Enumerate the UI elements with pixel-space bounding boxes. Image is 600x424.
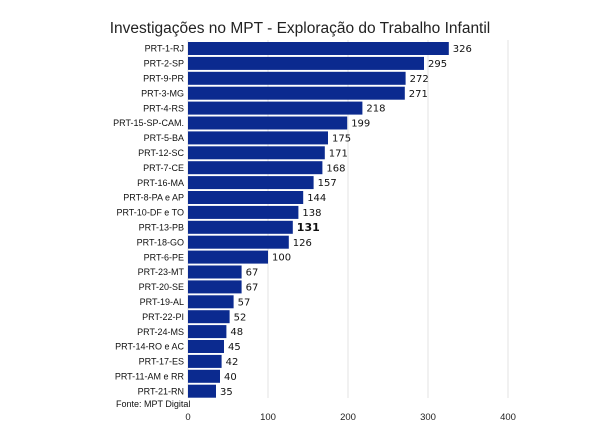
x-tick-label: 400 xyxy=(500,412,516,423)
category-label: PRT-24-MS xyxy=(137,327,184,337)
bar xyxy=(188,86,405,100)
bar xyxy=(188,131,328,145)
bar xyxy=(188,310,230,324)
bar xyxy=(188,354,222,368)
category-label: PRT-1-RJ xyxy=(145,44,184,54)
bar xyxy=(188,340,224,353)
category-label: PRT-22-PI xyxy=(142,312,184,322)
data-label: 171 xyxy=(329,148,348,159)
bar xyxy=(188,220,293,234)
data-label: 295 xyxy=(428,59,447,70)
data-label: 100 xyxy=(272,253,291,264)
bar xyxy=(188,205,299,219)
data-label: 157 xyxy=(318,178,337,189)
bar xyxy=(188,191,304,204)
bar xyxy=(188,369,220,383)
data-label: 218 xyxy=(366,104,385,115)
data-label: 57 xyxy=(238,297,251,308)
data-label: 35 xyxy=(220,387,233,398)
x-tick-label: 300 xyxy=(420,412,436,423)
data-label: 272 xyxy=(410,74,429,85)
data-label: 138 xyxy=(302,208,321,219)
grid-lines xyxy=(187,40,509,398)
data-label: 175 xyxy=(332,134,351,145)
bar xyxy=(188,235,289,249)
data-label: 271 xyxy=(409,89,428,100)
bar xyxy=(188,265,242,279)
data-label: 67 xyxy=(246,283,259,294)
bar xyxy=(188,250,268,264)
x-tick-label: 100 xyxy=(260,412,276,423)
category-label: PRT-21-RN xyxy=(138,386,184,396)
bar xyxy=(188,101,363,115)
bar xyxy=(188,146,325,160)
data-label: 199 xyxy=(351,119,370,130)
category-label: PRT-16-MA xyxy=(137,178,184,188)
data-label: 67 xyxy=(246,268,259,279)
data-label: 144 xyxy=(307,193,326,204)
data-label: 52 xyxy=(234,312,247,323)
bar xyxy=(188,56,424,70)
x-tick-label: 200 xyxy=(340,412,356,423)
category-label: PRT-11-AM e RR xyxy=(115,372,185,382)
category-label: PRT-23-MT xyxy=(138,267,185,277)
x-tick-label: 0 xyxy=(185,412,190,423)
category-label: PRT-17-ES xyxy=(139,357,184,367)
bar xyxy=(188,176,314,190)
category-labels: PRT-1-RJ PRT-2-SP PRT-9-PR PRT-3-MG PRT-4-RS… xyxy=(113,44,184,397)
category-label: PRT-9-PR xyxy=(143,74,184,84)
bars xyxy=(188,42,449,398)
category-label: PRT-2-SP xyxy=(144,59,184,69)
source-note: Fonte: MPT Digital xyxy=(116,399,191,409)
data-label: 48 xyxy=(230,327,243,338)
category-label: PRT-6-PE xyxy=(144,252,184,262)
category-label: PRT-4-RS xyxy=(143,103,184,113)
bar xyxy=(188,384,216,398)
category-label: PRT-3-MG xyxy=(141,88,184,98)
category-label: PRT-13-PB xyxy=(139,223,184,233)
data-label: 126 xyxy=(293,238,312,249)
x-axis-ticks: 0 100 200 300 400 xyxy=(185,412,516,423)
bar xyxy=(188,161,323,175)
category-label: PRT-5-BA xyxy=(144,133,184,143)
bar xyxy=(188,42,449,55)
bar xyxy=(188,295,234,309)
category-label: PRT-8-PA e AP xyxy=(123,193,184,203)
data-label: 131 xyxy=(297,221,320,234)
data-label: 45 xyxy=(228,342,241,353)
bar xyxy=(188,71,406,85)
chart-title: Investigações no MPT - Exploração do Tra… xyxy=(109,20,491,37)
data-label: 42 xyxy=(226,357,239,368)
bar xyxy=(188,116,348,130)
data-label: 326 xyxy=(453,44,472,55)
bar xyxy=(188,280,242,294)
data-label: 40 xyxy=(224,372,237,383)
category-label: PRT-18-GO xyxy=(137,237,184,247)
category-label: PRT-7-CE xyxy=(143,163,184,173)
category-label: PRT-20-SE xyxy=(139,282,184,292)
category-label: PRT-10-DF e TO xyxy=(116,208,184,218)
category-label: PRT-19-AL xyxy=(140,297,184,307)
data-label: 168 xyxy=(326,163,345,174)
category-label: PRT-12-SC xyxy=(138,148,184,158)
category-label: PRT-14-RO e AC xyxy=(115,342,184,352)
category-label: PRT-15-SP-CAM. xyxy=(113,118,184,128)
bar xyxy=(188,325,227,339)
